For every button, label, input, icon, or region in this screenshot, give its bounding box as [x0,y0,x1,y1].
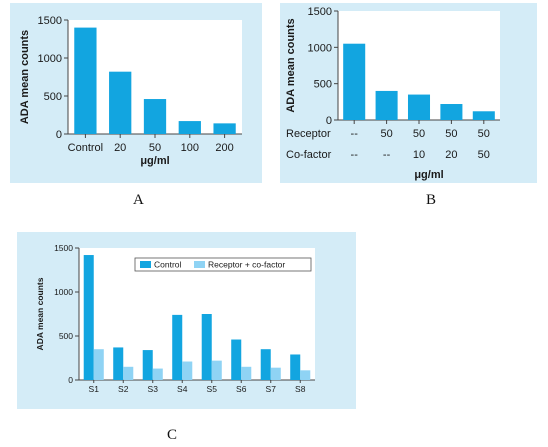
c-bar-receptor-cofactor [270,367,281,380]
c-bar-receptor-cofactor [123,366,134,380]
c-legend-box [134,257,312,272]
a-y-tick-label: 1500 [38,15,62,27]
panel-c: 0 500 1000 1500 ADA mean counts S1 S2 S3 S4 S5 S6 S… [17,232,356,409]
c-bar-receptor-cofactor [241,366,252,380]
b-y-tick-label: 0 [326,115,332,127]
a-x-tick-label: 20 [114,142,126,154]
a-bar [143,99,167,134]
c-legend-label: Receptor + co-factor [208,260,285,270]
b-y-tick-label: 1000 [308,42,332,54]
b-y-tick-label: 1500 [308,6,332,18]
b-row-cell: 50 [413,128,425,140]
c-bar-receptor-cofactor [300,370,311,380]
b-x-axis-label: μg/ml [414,169,443,181]
a-x-tick-label: Control [68,142,103,154]
c-x-tick-label: S1 [89,384,100,394]
c-y-tick-label: 1000 [54,287,73,297]
panel-a: 0 500 1000 1500 ADA mean counts Control 20 50 10… [10,3,262,183]
c-x-tick-label: S5 [207,384,218,394]
a-bar [178,121,201,134]
b-bar [440,104,463,120]
c-y-tick-label: 1500 [54,243,73,253]
a-bar [74,27,97,135]
c-bar-control [142,350,153,380]
a-x-tick-label: 50 [149,142,161,154]
c-x-tick-label: S7 [266,384,277,394]
c-legend-swatch [194,261,205,268]
b-row-cell: 50 [478,149,490,161]
c-bar-control [113,347,124,380]
c-legend-swatch [140,261,151,268]
b-y-tick-label: 500 [314,79,332,91]
c-x-tick-label: S4 [177,384,188,394]
b-row-label: Co-factor [286,149,332,161]
a-x-tick-label: 100 [181,142,199,154]
b-bar [375,90,398,120]
c-y-axis-label: ADA mean counts [35,277,45,350]
b-row-cell: -- [351,149,359,161]
c-bar-receptor-cofactor [152,368,163,380]
c-x-tick-label: S8 [295,384,306,394]
a-bar [213,123,236,134]
b-row-cell: 20 [445,149,457,161]
c-bar-receptor-cofactor [182,361,193,380]
a-y-tick-label: 1000 [38,53,62,65]
chart-a: 0 500 1000 1500 ADA mean counts Control 20 50 10… [19,15,242,167]
c-x-tick-label: S2 [118,384,129,394]
a-y-axis-label: ADA mean counts [19,30,31,124]
a-x-axis-label: μg/ml [140,155,169,167]
b-row-cell: 50 [445,128,457,140]
c-y-tick-label: 0 [68,375,73,385]
b-row-cell: 50 [478,128,490,140]
caption-a: A [133,192,144,208]
c-bar-control [172,314,183,380]
chart-c: 0 500 1000 1500 ADA mean counts S1 S2 S3 S4 S5 S6 S… [35,243,315,394]
caption-b: B [426,192,437,208]
b-row-cell: 50 [380,128,392,140]
c-bar-control [201,314,212,380]
a-y-tick-label: 500 [44,91,62,103]
c-bar-receptor-cofactor [211,360,222,380]
c-bar-control [231,339,242,380]
c-bar-control [290,354,301,380]
a-y-tick-label: 0 [56,129,62,141]
b-y-axis-label: ADA mean counts [285,18,297,112]
b-row-label: Receptor [286,128,331,140]
c-bar-control [260,349,271,380]
b-bar [343,43,366,121]
c-bar-control [83,255,94,380]
caption-c: C [167,427,178,443]
c-x-tick-label: S6 [236,384,247,394]
chart-b: 0 500 1000 1500 ADA mean counts Receptor -- 50 5… [285,6,500,181]
b-row-cell: -- [351,128,359,140]
c-y-tick-label: 500 [59,331,73,341]
a-x-tick-label: 200 [215,142,233,154]
panel-b: 0 500 1000 1500 ADA mean counts Receptor -- 50 5… [280,3,537,183]
b-bar [472,111,495,120]
b-row-cell: 10 [413,149,425,161]
c-legend-label: Control [154,260,182,270]
c-bar-receptor-cofactor [93,349,104,380]
c-x-tick-label: S3 [148,384,159,394]
a-bar [109,71,132,134]
b-bar [407,94,431,120]
b-row-cell: -- [383,149,391,161]
